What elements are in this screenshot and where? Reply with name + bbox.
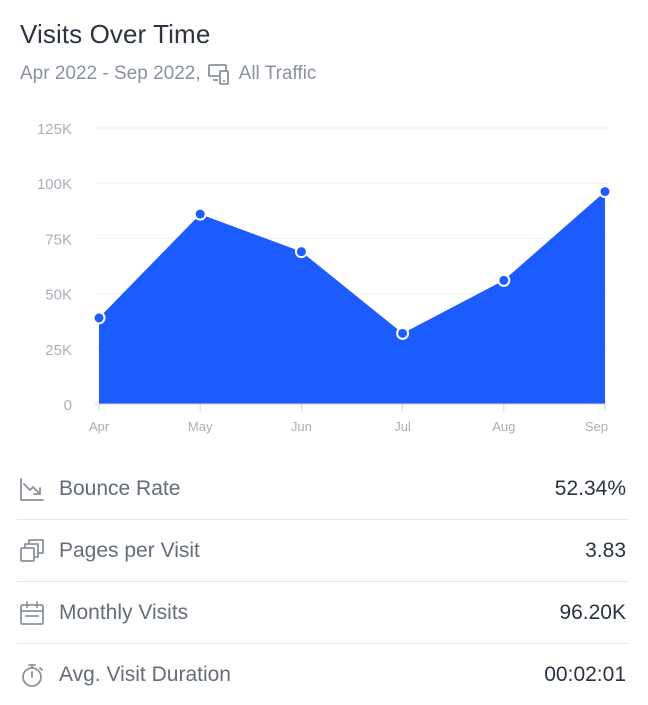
data-point[interactable] <box>598 185 612 199</box>
pages-icon <box>17 536 47 566</box>
data-point[interactable] <box>294 245 308 259</box>
metric-row-pages-per-visit: Pages per Visit 3.83 <box>17 520 629 582</box>
data-point[interactable] <box>193 207 207 221</box>
visits-area-chart: 0 25K 50K 75K 100K 125K Apr May Jun Jul Aug Sep <box>37 121 612 434</box>
chart-markers <box>92 185 612 340</box>
stopwatch-icon <box>17 660 47 690</box>
metric-value: 3.83 <box>585 538 626 562</box>
x-tick-label: Jun <box>291 419 312 434</box>
x-tick-label: Apr <box>89 419 110 434</box>
metric-value: 52.34% <box>554 476 626 500</box>
metric-label: Avg. Visit Duration <box>59 662 231 686</box>
x-tick-label: May <box>188 419 213 434</box>
area-series <box>99 191 605 404</box>
data-point[interactable] <box>92 311 106 325</box>
trend-down-icon <box>17 474 47 504</box>
y-axis-ticks: 0 25K 50K 75K 100K 125K <box>37 121 72 414</box>
y-tick-label: 50K <box>45 287 72 304</box>
traffic-filter[interactable]: All Traffic <box>238 63 317 84</box>
devices-icon <box>207 62 231 86</box>
data-point[interactable] <box>497 273 511 287</box>
y-tick-label: 0 <box>64 397 72 414</box>
metric-label: Pages per Visit <box>59 538 200 562</box>
page-title: Visits Over Time <box>20 19 211 49</box>
y-tick-label: 75K <box>45 231 72 248</box>
x-tick-label: Jul <box>394 419 411 434</box>
data-point[interactable] <box>396 326 410 340</box>
date-range: Apr 2022 - Sep 2022, <box>20 63 201 84</box>
metric-row-avg-visit-duration: Avg. Visit Duration 00:02:01 <box>17 644 629 705</box>
chart-area <box>99 191 605 404</box>
metric-row-monthly-visits: Monthly Visits 96.20K <box>17 582 629 644</box>
metric-value: 00:02:01 <box>544 662 626 686</box>
metric-label: Bounce Rate <box>59 476 181 500</box>
metrics-list: Bounce Rate 52.34% Pages per Visit 3.83 <box>17 458 629 705</box>
y-tick-label: 125K <box>37 121 72 138</box>
x-axis: Apr May Jun Jul Aug Sep <box>89 403 608 434</box>
metric-row-bounce-rate: Bounce Rate 52.34% <box>17 458 629 520</box>
y-tick-label: 100K <box>37 176 72 193</box>
subtitle: Apr 2022 - Sep 2022, All Traffic <box>20 62 316 86</box>
x-tick-label: Aug <box>492 419 515 434</box>
y-tick-label: 25K <box>45 342 72 359</box>
x-tick-label: Sep <box>585 419 608 434</box>
calendar-icon <box>17 598 47 628</box>
metric-value: 96.20K <box>559 600 626 624</box>
metric-label: Monthly Visits <box>59 600 189 624</box>
